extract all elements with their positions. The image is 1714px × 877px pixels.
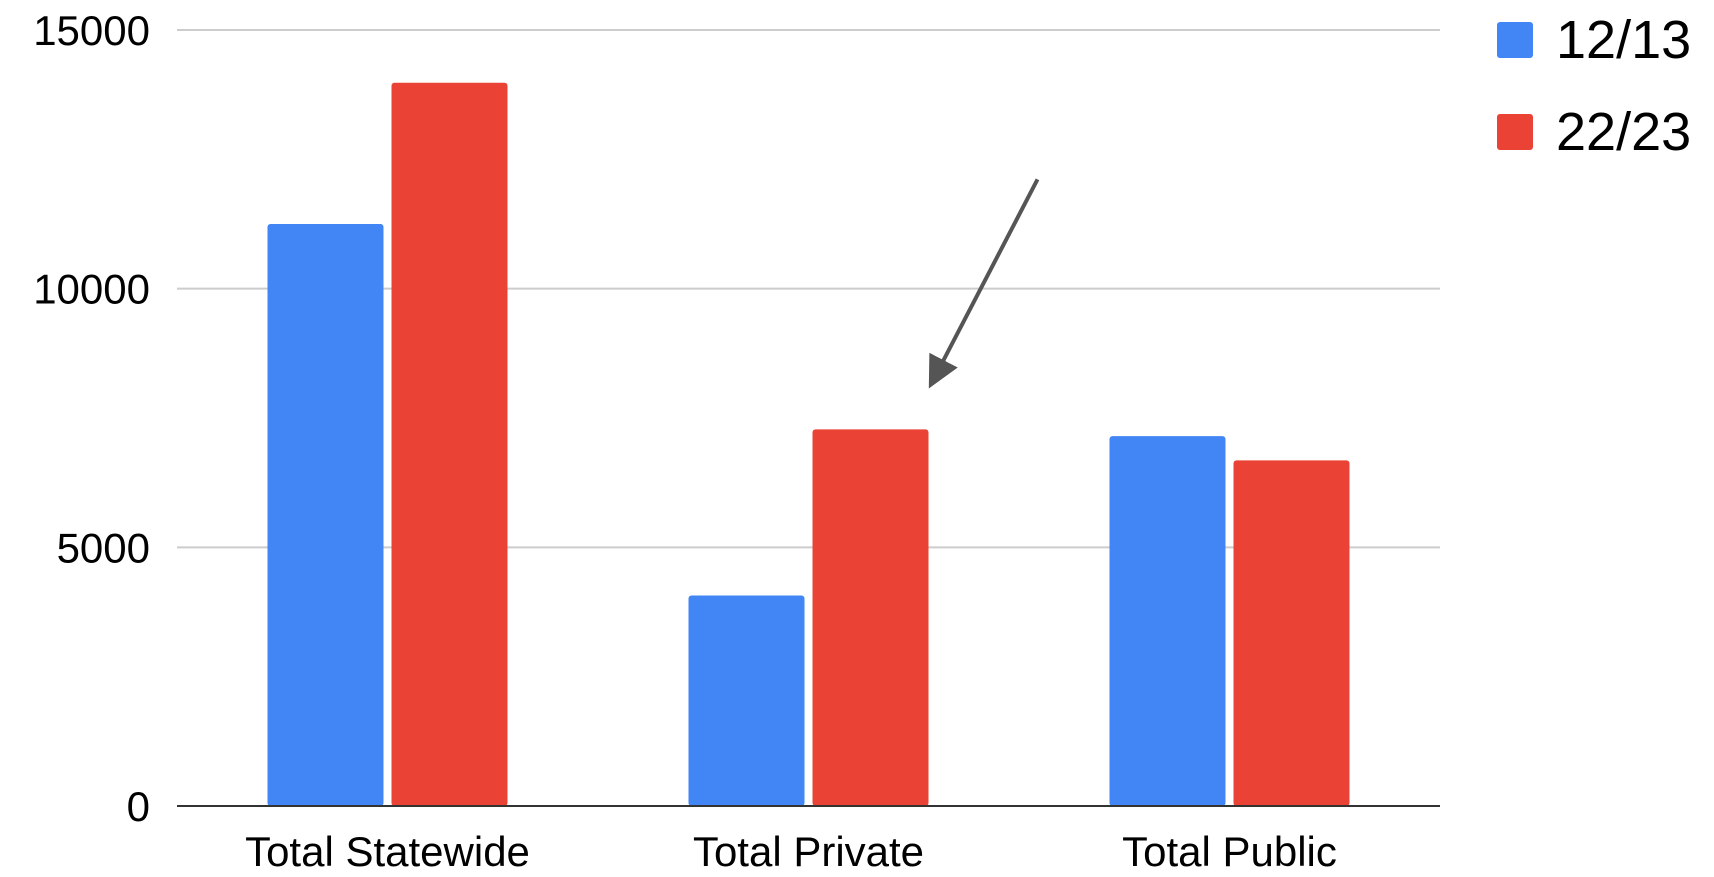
bar-total-statewide-22-23 <box>391 82 508 806</box>
x-category-label: Total Private <box>693 828 924 872</box>
bar-total-public-22-23 <box>1233 460 1350 806</box>
y-tick-label: 10000 <box>33 266 150 313</box>
annotation <box>928 178 1040 389</box>
y-tick-label: 5000 <box>57 524 150 571</box>
gridlines <box>177 29 1440 549</box>
legend-label: 22/23 <box>1556 102 1691 162</box>
bar-total-private-22-23 <box>812 429 929 806</box>
labels: 0 5000 10000 15000 Total Statewide Total Priv… <box>33 7 1337 875</box>
bar-total-public-12-13 <box>1109 436 1226 806</box>
annotation-arrow <box>928 178 1040 389</box>
x-category-label: Total Statewide <box>245 828 530 872</box>
legend-swatch <box>1497 22 1533 58</box>
x-category-label: Total Public <box>1122 828 1337 872</box>
legend-swatch <box>1497 114 1533 150</box>
bar-total-statewide-12-13 <box>267 224 384 806</box>
bar-total-private-12-13 <box>688 595 805 806</box>
legend: 12/13 22/23 <box>1497 10 1691 162</box>
bars <box>267 82 1350 806</box>
y-tick-label: 15000 <box>33 7 150 54</box>
y-tick-label: 0 <box>127 783 150 830</box>
legend-label: 12/13 <box>1556 10 1691 70</box>
